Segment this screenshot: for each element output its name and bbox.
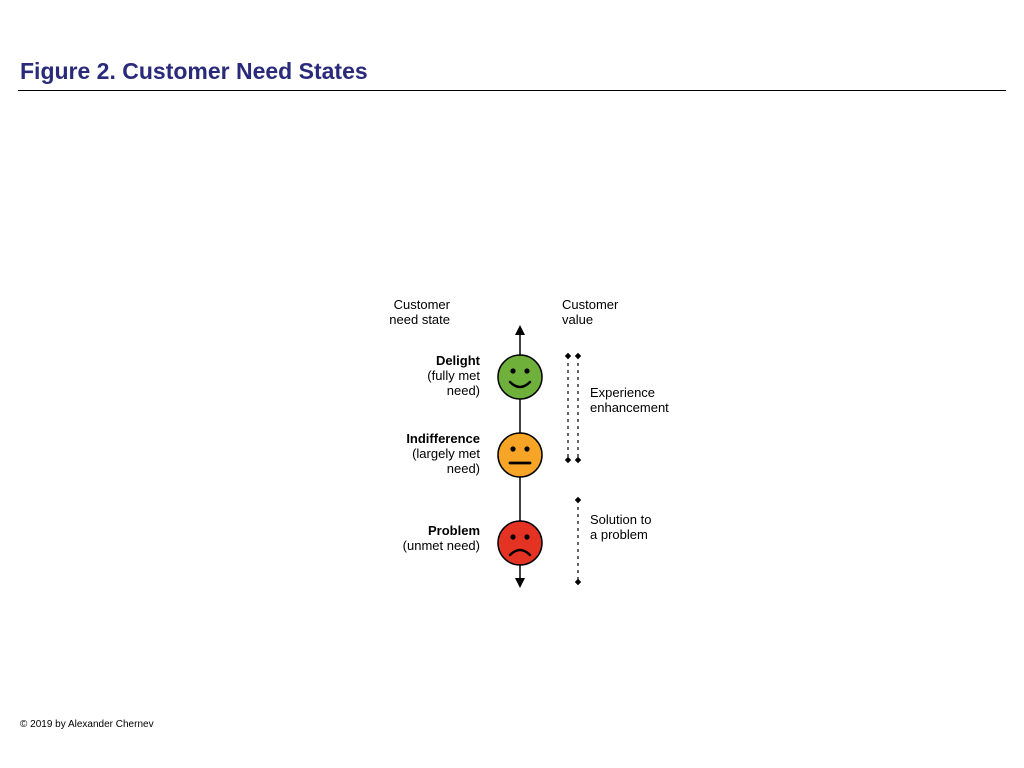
face-delight [498,355,542,399]
face-indifference [498,433,542,477]
face-problem [498,521,542,565]
need-states-diagram [0,0,1024,768]
